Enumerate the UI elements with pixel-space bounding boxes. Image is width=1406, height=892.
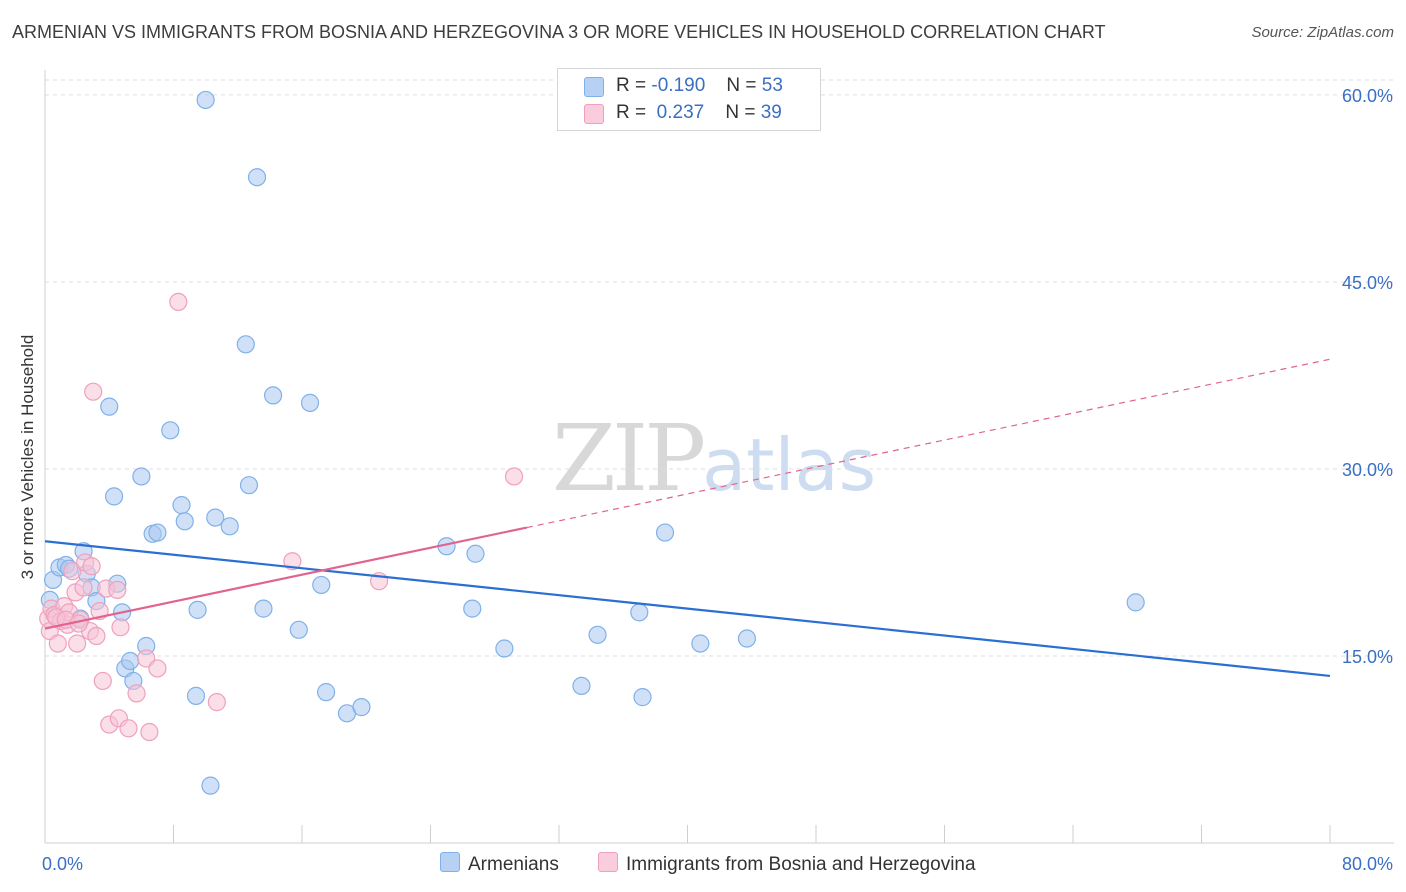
- armenians-point: [630, 603, 649, 622]
- watermark: ZIPatlas: [552, 405, 876, 512]
- axes-layer: [44, 70, 1394, 844]
- armenians-point: [220, 517, 239, 536]
- armenians-point: [572, 676, 591, 696]
- armenians-point: [100, 397, 119, 416]
- armenians-point: [104, 487, 124, 506]
- bosnia-point: [207, 693, 226, 712]
- armenians-point: [655, 523, 675, 542]
- armenians-point: [148, 523, 167, 542]
- bottom-legend-label-armenians: Armenians: [468, 854, 559, 875]
- legend-text-armenians: R = -0.190 N = 53: [616, 75, 783, 96]
- y-tick-label: 30.0%: [1342, 460, 1393, 480]
- armenians-point: [316, 683, 336, 702]
- armenians-point: [312, 575, 331, 595]
- armenians-point: [196, 90, 215, 110]
- armenians-point: [206, 508, 225, 527]
- bosnia-point: [148, 659, 167, 678]
- bosnia-point: [111, 618, 130, 637]
- bosnia-point: [84, 382, 103, 401]
- armenians-point: [132, 467, 151, 486]
- bosnia-point: [74, 578, 93, 597]
- source-credit: Source: ZipAtlas.com: [1251, 24, 1394, 41]
- armenians-point: [737, 629, 757, 648]
- armenians-point: [588, 625, 607, 644]
- legend-text-bosnia: R = 0.237 N = 39: [616, 102, 782, 123]
- armenians-point: [263, 386, 283, 405]
- bosnia-point: [283, 552, 302, 571]
- armenians-point: [236, 335, 255, 354]
- watermark-zip: ZIP: [552, 405, 706, 512]
- bosnia-point: [108, 580, 127, 600]
- bosnia-point: [93, 671, 112, 691]
- armenians-point: [289, 620, 308, 639]
- armenians-point: [691, 634, 710, 653]
- chart-title: ARMENIAN VS IMMIGRANTS FROM BOSNIA AND H…: [12, 22, 1106, 42]
- bosnia-point: [82, 557, 101, 576]
- y-tick-label: 15.0%: [1342, 647, 1393, 667]
- armenians-point: [239, 476, 259, 495]
- y-tick-label: 45.0%: [1342, 273, 1393, 293]
- trend-layer: [44, 358, 1331, 678]
- armenians-point: [254, 599, 273, 618]
- bottom-legend-swatch-armenians: [440, 852, 460, 872]
- armenians-point: [300, 393, 320, 412]
- legend-n-armenians: 53: [761, 75, 783, 96]
- bosnia-point: [169, 292, 188, 311]
- bosnia-point: [127, 684, 146, 703]
- y-axis-label: 3 or more Vehicles in Household: [18, 335, 37, 580]
- bosnia-trend-line: [44, 526, 528, 630]
- bosnia-point: [68, 634, 87, 653]
- bosnia-point: [87, 626, 106, 646]
- bottom-legend-label-bosnia: Immigrants from Bosnia and Herzegovina: [626, 854, 976, 875]
- y-tick-label: 60.0%: [1342, 86, 1393, 106]
- armenians-point: [466, 544, 485, 563]
- armenians-point: [633, 688, 652, 707]
- bosnia-point: [119, 719, 138, 738]
- labels-layer: 15.0% 30.0% 45.0% 60.0% 0.0% 80.0% 3 or more V…: [18, 86, 1393, 874]
- armenians-point: [186, 686, 206, 705]
- armenians-trend-line: [44, 540, 1331, 678]
- legend-swatch-armenians: [584, 77, 604, 97]
- armenians-point: [121, 651, 140, 671]
- armenians-point: [352, 698, 371, 717]
- bottom-legend-armenians: Armenians: [440, 852, 559, 876]
- legend-n-bosnia: 39: [760, 102, 782, 123]
- x-tick-label-min: 0.0%: [42, 854, 83, 874]
- armenians-point: [247, 168, 267, 187]
- armenians-point: [201, 776, 220, 795]
- legend-swatch-bosnia: [584, 104, 604, 124]
- bosnia-point: [504, 467, 524, 486]
- bosnia-point: [140, 722, 159, 742]
- bosnia-point: [63, 562, 82, 581]
- armenians-point: [188, 600, 207, 619]
- armenians-point: [495, 639, 514, 658]
- grid-layer: [45, 79, 1394, 657]
- armenians-point: [1126, 593, 1145, 612]
- armenians-point: [175, 512, 194, 531]
- legend: R = -0.190 N = 53 R = 0.237 N = 39: [557, 68, 821, 131]
- bosnia-point: [48, 634, 67, 653]
- legend-r-bosnia: 0.237: [656, 102, 705, 123]
- legend-row-bosnia: R = 0.237 N = 39: [558, 101, 820, 127]
- armenians-point: [172, 496, 191, 515]
- watermark-atlas: atlas: [702, 423, 877, 507]
- bottom-legend-swatch-bosnia: [598, 852, 618, 872]
- bottom-legend-bosnia: Immigrants from Bosnia and Herzegovina: [598, 852, 976, 876]
- x-tick-label-max: 80.0%: [1342, 854, 1393, 874]
- legend-row-armenians: R = -0.190 N = 53: [558, 74, 820, 100]
- legend-r-armenians: -0.190: [651, 75, 706, 96]
- points-layer: [39, 90, 1145, 795]
- bottom-legend: Armenians Immigrants from Bosnia and Her…: [0, 852, 1406, 878]
- armenians-point: [161, 421, 180, 440]
- bosnia-trend-extension: [526, 358, 1331, 529]
- armenians-point: [463, 599, 482, 618]
